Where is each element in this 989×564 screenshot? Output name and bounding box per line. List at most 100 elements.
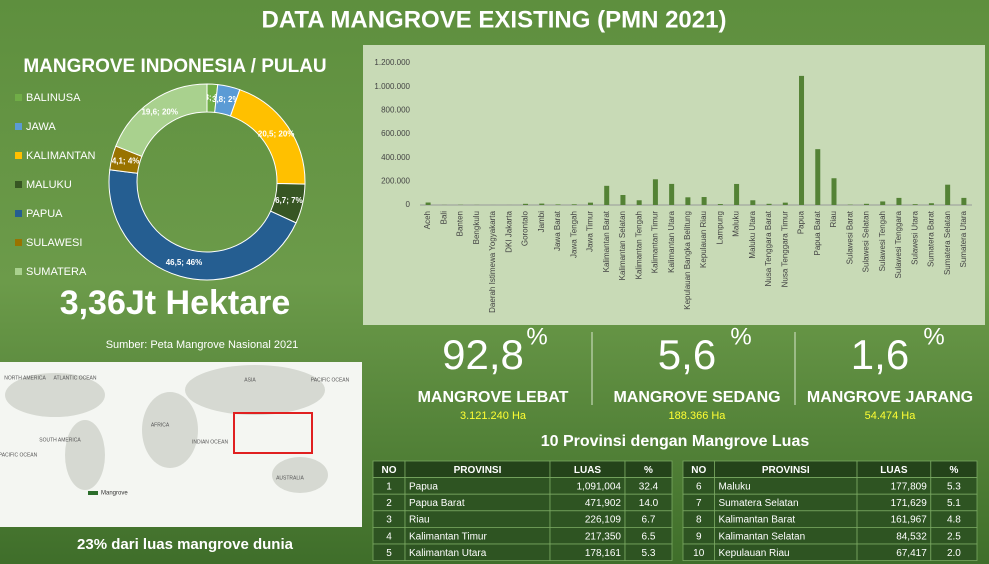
x-tick-label: Daerah Istimewa Yogyakarta xyxy=(488,210,497,312)
x-tick-label: Kepulauan Riau xyxy=(699,211,708,268)
table-header: % xyxy=(644,465,653,476)
legend-label: BALINUSA xyxy=(26,92,81,104)
slice-label: 4,1; 4% xyxy=(112,156,140,165)
bar xyxy=(604,185,610,205)
table-text: 4 xyxy=(386,531,392,542)
source: Sumber: Peta Mangrove Nasional 2021 xyxy=(106,339,299,351)
bar xyxy=(831,178,837,205)
stat-value: 1,6 xyxy=(851,331,909,378)
x-tick-label: Papua Barat xyxy=(813,210,822,255)
continent xyxy=(65,420,105,490)
x-tick-label: Maluku xyxy=(732,211,741,237)
bar xyxy=(717,204,723,205)
map-legend: Mangrove xyxy=(101,491,128,497)
bar xyxy=(555,204,561,205)
table-text: 67,417 xyxy=(896,548,927,559)
table-text: 6.7 xyxy=(642,515,656,526)
table-header: PROVINSI xyxy=(762,465,810,476)
legend-swatch xyxy=(15,152,22,159)
legend-swatch xyxy=(15,268,22,275)
bar xyxy=(669,183,675,205)
table-text: 171,629 xyxy=(891,498,928,509)
x-tick-label: Papua xyxy=(797,210,806,234)
stat-unit: % xyxy=(923,323,944,350)
bar xyxy=(523,203,529,205)
table-text: 8 xyxy=(696,515,702,526)
map-label: ATLANTIC OCEAN xyxy=(54,375,97,381)
table-cell xyxy=(930,543,978,562)
table-text: 1 xyxy=(386,482,392,493)
x-tick-label: Banten xyxy=(456,211,465,236)
table-text: 161,967 xyxy=(891,515,928,526)
x-tick-label: Sulawesi Selatan xyxy=(862,211,871,272)
x-tick-label: Sulawesi Utara xyxy=(910,210,919,264)
table-text: 5.3 xyxy=(642,548,656,559)
table-text: Sumatera Selatan xyxy=(718,498,798,509)
map-label: INDIAN OCEAN xyxy=(192,439,229,445)
slice-label: 19,6; 20% xyxy=(141,108,177,117)
table-text: 7 xyxy=(696,498,702,509)
y-tick-label: 400.000 xyxy=(381,153,410,162)
x-tick-label: Sumatera Selatan xyxy=(943,211,952,275)
continent xyxy=(272,457,328,493)
stat-label: MANGROVE LEBAT xyxy=(418,389,569,406)
donut-title: MANGROVE INDONESIA / PULAU xyxy=(23,56,326,77)
legend-label: JAWA xyxy=(26,121,56,133)
x-tick-label: Nusa Tenggara Timur xyxy=(780,211,789,288)
stat-value: 5,6 xyxy=(658,331,716,378)
map-label: SOUTH AMERICA xyxy=(39,437,81,443)
table-text: 6 xyxy=(696,482,702,493)
table-header: % xyxy=(949,465,958,476)
x-tick-label: Sulawesi Barat xyxy=(845,210,854,264)
bar xyxy=(961,197,967,205)
x-tick-label: Sulawesi Tenggara xyxy=(894,210,903,278)
page-title: DATA MANGROVE EXISTING (PMN 2021) xyxy=(262,6,727,33)
x-tick-label: Gorontalo xyxy=(521,210,530,246)
table-text: 14.0 xyxy=(639,498,659,509)
table-text: 5.3 xyxy=(947,482,961,493)
continent xyxy=(142,392,198,468)
table-text: 1,091,004 xyxy=(577,482,622,493)
stat-unit: % xyxy=(730,323,751,350)
bar xyxy=(587,202,593,205)
table-text: 10 xyxy=(693,548,705,559)
total: 3,36Jt Hektare xyxy=(60,284,291,322)
x-tick-label: Jawa Timur xyxy=(586,211,595,252)
x-tick-label: Kalimantan Timur xyxy=(651,211,660,274)
map-label: ASIA xyxy=(244,377,256,383)
table-text: Kalimantan Selatan xyxy=(718,531,805,542)
legend-label: SULAWESI xyxy=(26,237,82,249)
slice-label: 3,8; 2% xyxy=(212,95,240,104)
legend-label: PAPUA xyxy=(26,208,63,220)
table-text: 2 xyxy=(386,498,392,509)
bar xyxy=(782,202,788,205)
bar xyxy=(734,183,740,205)
map-label: PACIFIC OCEAN xyxy=(0,452,38,458)
x-tick-label: Sumatera Barat xyxy=(927,210,936,267)
table-header: PROVINSI xyxy=(454,465,502,476)
table-header: LUAS xyxy=(574,465,602,476)
bar xyxy=(912,204,918,205)
bar xyxy=(815,149,821,205)
map-label: AFRICA xyxy=(151,422,170,428)
legend-swatch xyxy=(15,94,22,101)
bar xyxy=(799,75,805,205)
bar xyxy=(539,203,545,205)
x-tick-label: Kalimantan Tengah xyxy=(634,211,643,279)
x-tick-label: Jambi xyxy=(537,211,546,233)
slice-label: 46,5; 46% xyxy=(166,258,202,267)
legend-swatch xyxy=(15,123,22,130)
table-text: 3 xyxy=(386,515,392,526)
bar xyxy=(620,194,626,205)
x-tick-label: Sumatera Utara xyxy=(959,210,968,267)
x-tick-label: Aceh xyxy=(423,211,432,229)
slice-label: 20,5; 20% xyxy=(258,129,294,138)
bar xyxy=(636,200,642,205)
x-tick-label: Bengkulu xyxy=(472,211,481,244)
bar xyxy=(896,197,902,205)
table-text: 217,350 xyxy=(585,531,622,542)
x-tick-label: Bali xyxy=(439,211,448,225)
y-tick-label: 0 xyxy=(406,200,411,209)
x-tick-label: Kalimantan Barat xyxy=(602,210,611,272)
